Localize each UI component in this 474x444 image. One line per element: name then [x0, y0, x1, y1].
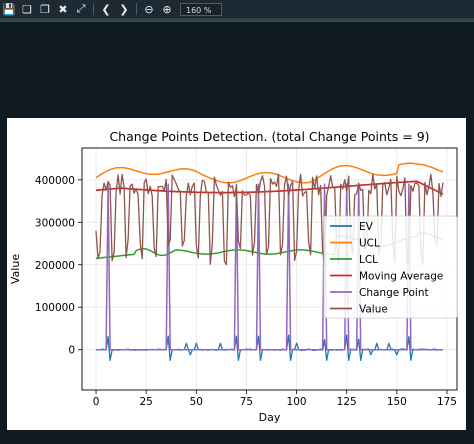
x-tick-label: 175 [437, 396, 457, 408]
y-axis-label: Value [9, 254, 22, 284]
toolbar-separator [136, 3, 137, 15]
series-ucl-line [95, 162, 444, 184]
plot-viewer-panel: 0 25 50 75 100 125 150 175 0 100000 200000 300000 40… [0, 21, 474, 444]
y-tick-label: 400000 [35, 175, 75, 187]
y-tick-label: 300000 [35, 217, 75, 229]
series-change-point-line [96, 183, 443, 351]
x-tick-label: 100 [287, 396, 307, 408]
legend-label: Value [359, 304, 388, 316]
zoom-in-icon[interactable]: ⊕ [162, 2, 172, 16]
x-tick-label: 150 [387, 396, 407, 408]
legend-label: Change Point [359, 287, 429, 299]
legend-label: Moving Average [359, 271, 443, 283]
x-axis-label: Day [259, 411, 281, 424]
close-icon[interactable]: ✖ [58, 2, 68, 16]
series-ev-line [95, 334, 444, 361]
x-tick-label: 50 [190, 396, 203, 408]
chart-title: Change Points Detection. (total Change P… [109, 129, 429, 144]
zoom-level-field[interactable]: 160 % [180, 2, 222, 16]
legend-label: LCL [359, 254, 378, 266]
fit-icon[interactable]: ⤢ [76, 2, 86, 15]
copy-icon[interactable]: ❏ [22, 2, 32, 16]
chart-svg: 0 25 50 75 100 125 150 175 0 100000 200000 300000 40… [9, 129, 458, 424]
x-tick-label: 0 [93, 396, 100, 408]
legend-label: UCL [359, 238, 380, 250]
y-tick-label: 200000 [35, 260, 75, 272]
copy-as-icon[interactable]: ❐ [40, 2, 50, 16]
toolbar: 💾 ❏ ❐ ✖ ⤢ ❮ ❯ ⊖ ⊕ 160 % [0, 0, 474, 18]
x-tick-label: 75 [240, 396, 253, 408]
y-tick-label: 100000 [35, 302, 75, 314]
toolbar-divider [0, 18, 474, 21]
figure: 0 25 50 75 100 125 150 175 0 100000 200000 300000 40… [7, 118, 466, 430]
save-icon[interactable]: 💾 [2, 2, 16, 16]
back-icon[interactable]: ❮ [101, 2, 111, 16]
legend-box [323, 215, 458, 319]
series-value-line [95, 173, 444, 266]
legend-label: EV [359, 221, 374, 233]
x-tick-label: 25 [139, 396, 152, 408]
y-tick-label: 0 [68, 345, 75, 357]
x-tick-label: 125 [337, 396, 357, 408]
zoom-out-icon[interactable]: ⊖ [144, 2, 154, 16]
toolbar-separator [93, 3, 94, 15]
forward-icon[interactable]: ❯ [119, 2, 129, 16]
